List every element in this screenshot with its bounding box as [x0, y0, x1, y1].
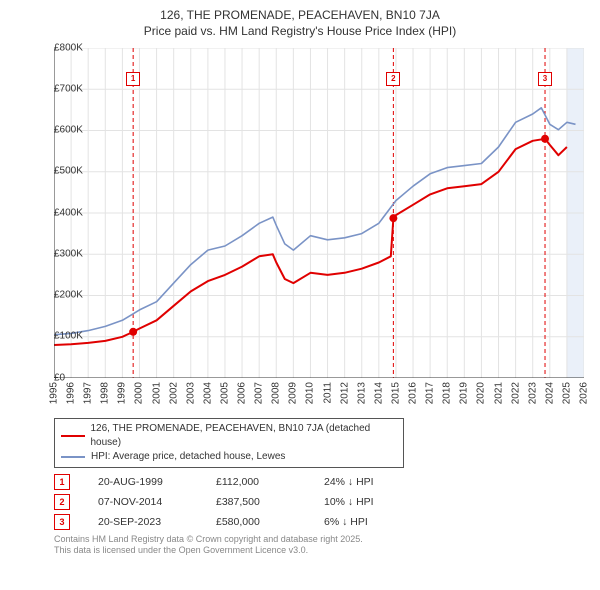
x-tick-label: 2007 — [254, 382, 265, 404]
legend: 126, THE PROMENADE, PEACEHAVEN, BN10 7JA… — [54, 418, 404, 468]
sales-list: 1 20-AUG-1999 £112,000 24% ↓ HPI 2 07-NO… — [54, 474, 590, 530]
x-tick-label: 1998 — [100, 382, 111, 404]
sale-price: £580,000 — [216, 516, 296, 528]
x-tick-label: 2012 — [339, 382, 350, 404]
x-tick-label: 1997 — [83, 382, 94, 404]
sale-price: £387,500 — [216, 496, 296, 508]
x-tick-label: 2013 — [356, 382, 367, 404]
x-tick-label: 2014 — [373, 382, 384, 404]
x-tick-label: 2006 — [237, 382, 248, 404]
x-tick-label: 1995 — [49, 382, 60, 404]
sale-date: 20-AUG-1999 — [98, 476, 188, 488]
sale-row: 2 07-NOV-2014 £387,500 10% ↓ HPI — [54, 494, 590, 510]
footnote-line: Contains HM Land Registry data © Crown c… — [54, 534, 590, 546]
legend-item: HPI: Average price, detached house, Lewe… — [61, 450, 397, 464]
sale-vs-hpi: 6% ↓ HPI — [324, 516, 368, 528]
x-tick-label: 2000 — [134, 382, 145, 404]
x-tick-label: 2003 — [185, 382, 196, 404]
sale-row: 1 20-AUG-1999 £112,000 24% ↓ HPI — [54, 474, 590, 490]
sale-row: 3 20-SEP-2023 £580,000 6% ↓ HPI — [54, 514, 590, 530]
x-tick-label: 1999 — [117, 382, 128, 404]
x-tick-label: 2011 — [322, 382, 333, 404]
x-tick-label: 2024 — [544, 382, 555, 404]
x-tick-label: 2002 — [168, 382, 179, 404]
sale-marker: 3 — [538, 72, 552, 86]
sale-marker: 2 — [386, 72, 400, 86]
chart: £0£100K£200K£300K£400K£500K£600K£700K£80… — [10, 44, 590, 414]
sale-date: 07-NOV-2014 — [98, 496, 188, 508]
page-title: 126, THE PROMENADE, PEACEHAVEN, BN10 7JA — [10, 8, 590, 24]
page: 126, THE PROMENADE, PEACEHAVEN, BN10 7JA… — [0, 0, 600, 590]
x-tick-label: 2005 — [219, 382, 230, 404]
sale-vs-hpi: 10% ↓ HPI — [324, 496, 374, 508]
x-tick-label: 2001 — [151, 382, 162, 404]
x-tick-label: 2022 — [510, 382, 521, 404]
x-tick-label: 2009 — [288, 382, 299, 404]
legend-label: 126, THE PROMENADE, PEACEHAVEN, BN10 7JA… — [91, 422, 398, 450]
x-tick-label: 2023 — [527, 382, 538, 404]
x-tick-label: 2021 — [493, 382, 504, 404]
legend-item: 126, THE PROMENADE, PEACEHAVEN, BN10 7JA… — [61, 422, 397, 450]
legend-swatch — [61, 435, 85, 437]
x-tick-label: 2018 — [442, 382, 453, 404]
sale-marker: 1 — [126, 72, 140, 86]
x-tick-label: 2010 — [305, 382, 316, 404]
sale-index: 3 — [54, 514, 70, 530]
x-tick-label: 2019 — [459, 382, 470, 404]
footnote: Contains HM Land Registry data © Crown c… — [54, 534, 590, 557]
x-tick-label: 2017 — [425, 382, 436, 404]
x-tick-label: 2020 — [476, 382, 487, 404]
x-tick-label: 2016 — [408, 382, 419, 404]
sale-index: 2 — [54, 494, 70, 510]
sale-price: £112,000 — [216, 476, 296, 488]
legend-swatch — [61, 456, 85, 458]
x-tick-label: 2015 — [390, 382, 401, 404]
sale-vs-hpi: 24% ↓ HPI — [324, 476, 374, 488]
sale-index: 1 — [54, 474, 70, 490]
x-tick-label: 2025 — [561, 382, 572, 404]
legend-label: HPI: Average price, detached house, Lewe… — [91, 450, 285, 464]
footnote-line: This data is licensed under the Open Gov… — [54, 545, 590, 557]
x-tick-label: 2008 — [271, 382, 282, 404]
page-subtitle: Price paid vs. HM Land Registry's House … — [10, 24, 590, 38]
x-tick-label: 2026 — [579, 382, 590, 404]
plot-area — [54, 48, 584, 378]
x-tick-label: 2004 — [202, 382, 213, 404]
sale-date: 20-SEP-2023 — [98, 516, 188, 528]
x-tick-label: 1996 — [66, 382, 77, 404]
